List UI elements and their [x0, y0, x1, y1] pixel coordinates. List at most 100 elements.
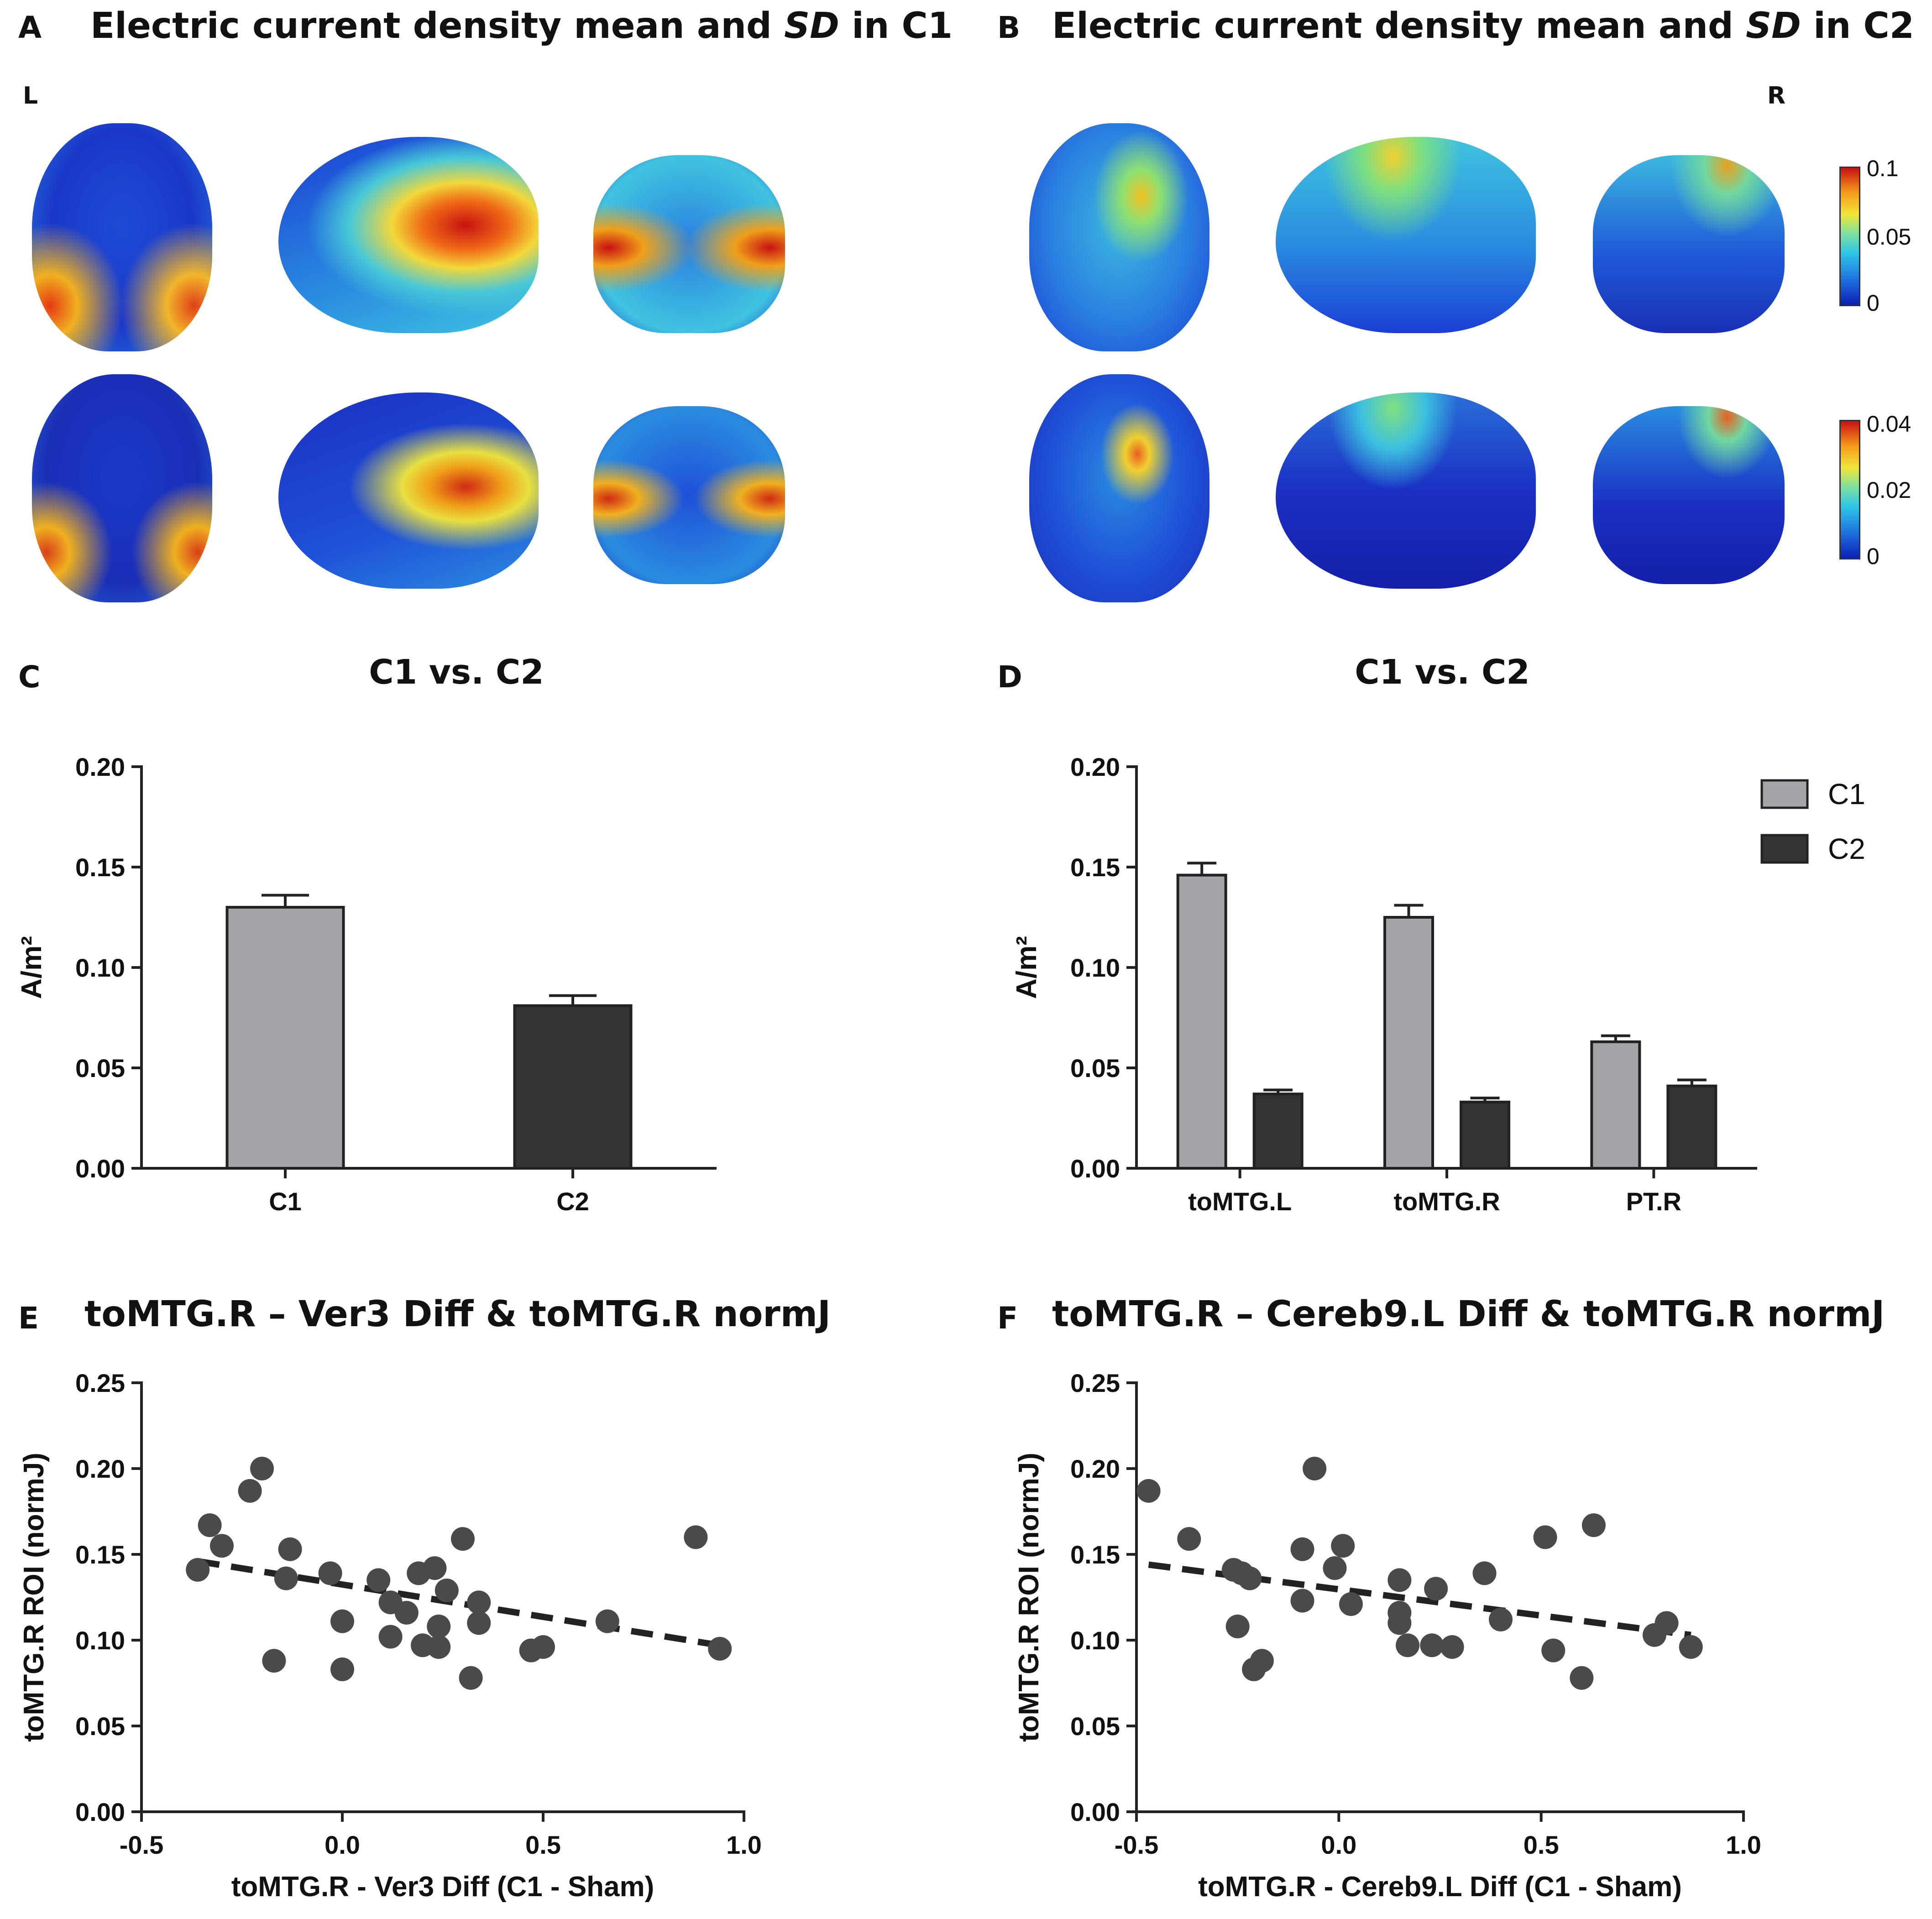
- chart-d-legend-label-c2: C2: [1828, 832, 1865, 865]
- brain-a-top-coronal: [593, 155, 785, 333]
- panel-a-title-suffix: in C1: [839, 5, 953, 47]
- chart-e-y-tick-label: 0.15: [75, 1540, 125, 1569]
- chart-f-point: [1581, 1513, 1606, 1537]
- chart-e-y-tick-label: 0.00: [75, 1798, 125, 1826]
- chart-e-point: [531, 1635, 555, 1659]
- chart-c-bar-c1: [225, 906, 345, 1170]
- panel-b-title: Electric current density mean and SD in …: [1052, 5, 1914, 47]
- panel-b-letter: B: [997, 10, 1021, 45]
- chart-f-point: [1396, 1633, 1420, 1658]
- chart-e-point: [427, 1614, 451, 1638]
- chart-f-point: [1290, 1589, 1314, 1613]
- right-hemisphere-label: R: [1767, 82, 1786, 110]
- brain-a-bottom-axial: [32, 374, 212, 602]
- chart-d-bar-c1: [1590, 1040, 1641, 1170]
- chart-f-point: [1331, 1534, 1355, 1558]
- chart-d-bar-c1: [1383, 916, 1434, 1170]
- chart-e-point: [394, 1600, 419, 1625]
- chart-f-point: [1489, 1607, 1513, 1631]
- panel-c-title: C1 vs. C2: [369, 653, 544, 692]
- chart-d-legend-label-c1: C1: [1828, 778, 1865, 810]
- chart-f-point: [1225, 1614, 1250, 1638]
- chart-e-point: [210, 1534, 234, 1558]
- left-hemisphere-label: L: [23, 82, 38, 110]
- chart-f-point: [1339, 1592, 1363, 1616]
- chart-f-y-tick-label: 0.20: [1070, 1454, 1120, 1483]
- panel-d-letter: D: [997, 659, 1022, 695]
- chart-f-point: [1323, 1556, 1347, 1580]
- chart-e-point: [186, 1558, 210, 1582]
- chart-f-point: [1136, 1479, 1161, 1503]
- chart-d-bar-c1: [1176, 873, 1227, 1170]
- chart-f-point: [1570, 1666, 1594, 1690]
- chart-d-y-tick-label: 0.20: [1070, 753, 1120, 781]
- chart-e-point: [198, 1513, 222, 1537]
- colorbar-top-max: 0.1: [1867, 156, 1899, 181]
- chart-e-x-tick-label: 0.0: [325, 1830, 360, 1859]
- chart-f-point: [1420, 1633, 1444, 1658]
- panel-a-letter: A: [18, 10, 42, 45]
- chart-e-point: [684, 1525, 708, 1549]
- chart-e-y-tick-label: 0.10: [75, 1626, 125, 1655]
- chart-f-x-tick-label: -0.5: [1115, 1830, 1159, 1859]
- chart-d-y-tick-label: 0.00: [1070, 1154, 1120, 1183]
- chart-c-bar-c2: [513, 1004, 633, 1170]
- colorbar-bottom-max: 0.04: [1867, 411, 1911, 437]
- chart-e-point: [250, 1457, 274, 1480]
- chart-f-point: [1541, 1638, 1565, 1663]
- chart-c-x-tick-label: C1: [269, 1187, 302, 1216]
- panel-b-title-text: Electric current density mean and: [1052, 5, 1746, 47]
- chart-f-point: [1387, 1611, 1412, 1635]
- chart-f-point: [1250, 1649, 1274, 1673]
- chart-e-point: [435, 1578, 459, 1602]
- chart-d-x-tick-label: toMTG.L: [1188, 1187, 1292, 1216]
- panel-f-title: toMTG.R – Cereb9.L Diff & toMTG.R normJ: [1052, 1294, 1885, 1335]
- chart-f-trend-line: [1148, 1561, 1691, 1638]
- chart-c-x-tick-label: C2: [556, 1187, 589, 1216]
- chart-e-point: [708, 1637, 732, 1661]
- panel-e-title: toMTG.R – Ver3 Diff & toMTG.R normJ: [84, 1294, 831, 1335]
- colorbar-top: [1839, 167, 1860, 306]
- chart-d-x-tick-label: toMTG.R: [1393, 1187, 1500, 1216]
- brain-a-top-sagittal: [278, 137, 539, 333]
- chart-f-y-axis-label: toMTG.R ROI (normJ): [1013, 1453, 1045, 1742]
- chart-d-bar-c2: [1460, 1100, 1510, 1170]
- colorbar-bottom-mid: 0.02: [1867, 477, 1911, 503]
- chart-e-point: [367, 1568, 391, 1592]
- chart-f-y-tick-label: 0.05: [1070, 1712, 1120, 1741]
- chart-d-bar-c2: [1252, 1093, 1304, 1170]
- chart-c-y-tick-label: 0.10: [75, 953, 125, 982]
- colorbar-bottom-min: 0: [1867, 544, 1880, 569]
- chart-c-y-axis-label: A/m²: [16, 936, 47, 999]
- chart-f-point: [1387, 1568, 1412, 1592]
- colorbar-top-min: 0: [1867, 290, 1880, 316]
- chart-e-point: [318, 1561, 342, 1585]
- brain-a-bottom-coronal: [593, 406, 785, 584]
- chart-d-y-tick-label: 0.15: [1070, 853, 1120, 882]
- chart-e-point: [278, 1537, 302, 1561]
- chart-e-point: [423, 1556, 447, 1580]
- chart-e-point: [595, 1609, 619, 1633]
- chart-e-point: [262, 1649, 286, 1673]
- chart-f-point: [1238, 1566, 1262, 1590]
- brain-b-bottom-sagittal: [1276, 392, 1536, 589]
- brain-a-top-axial: [32, 123, 212, 351]
- brain-b-bottom-axial: [1029, 374, 1209, 602]
- chart-e-point: [467, 1590, 491, 1615]
- chart-e-point: [238, 1479, 262, 1503]
- chart-f-point: [1424, 1577, 1448, 1601]
- chart-e-point: [274, 1566, 298, 1590]
- chart-f-x-tick-label: 1.0: [1726, 1830, 1761, 1859]
- brain-b-bottom-coronal: [1593, 406, 1785, 584]
- chart-e-x-tick-label: 0.5: [525, 1830, 561, 1859]
- brain-b-top-sagittal: [1276, 137, 1536, 333]
- chart-d-y-tick-label: 0.05: [1070, 1054, 1120, 1082]
- panel-e-letter: E: [18, 1301, 39, 1336]
- panel-a-title-text: Electric current density mean and: [90, 5, 784, 47]
- chart-f-y-tick-label: 0.15: [1070, 1540, 1120, 1569]
- chart-e-x-tick-label: -0.5: [120, 1830, 164, 1859]
- chart-f-y-tick-label: 0.25: [1070, 1369, 1120, 1397]
- chart-c-y-tick-label: 0.00: [75, 1154, 125, 1183]
- chart-f-point: [1290, 1537, 1314, 1561]
- panel-b-title-suffix: in C2: [1801, 5, 1915, 47]
